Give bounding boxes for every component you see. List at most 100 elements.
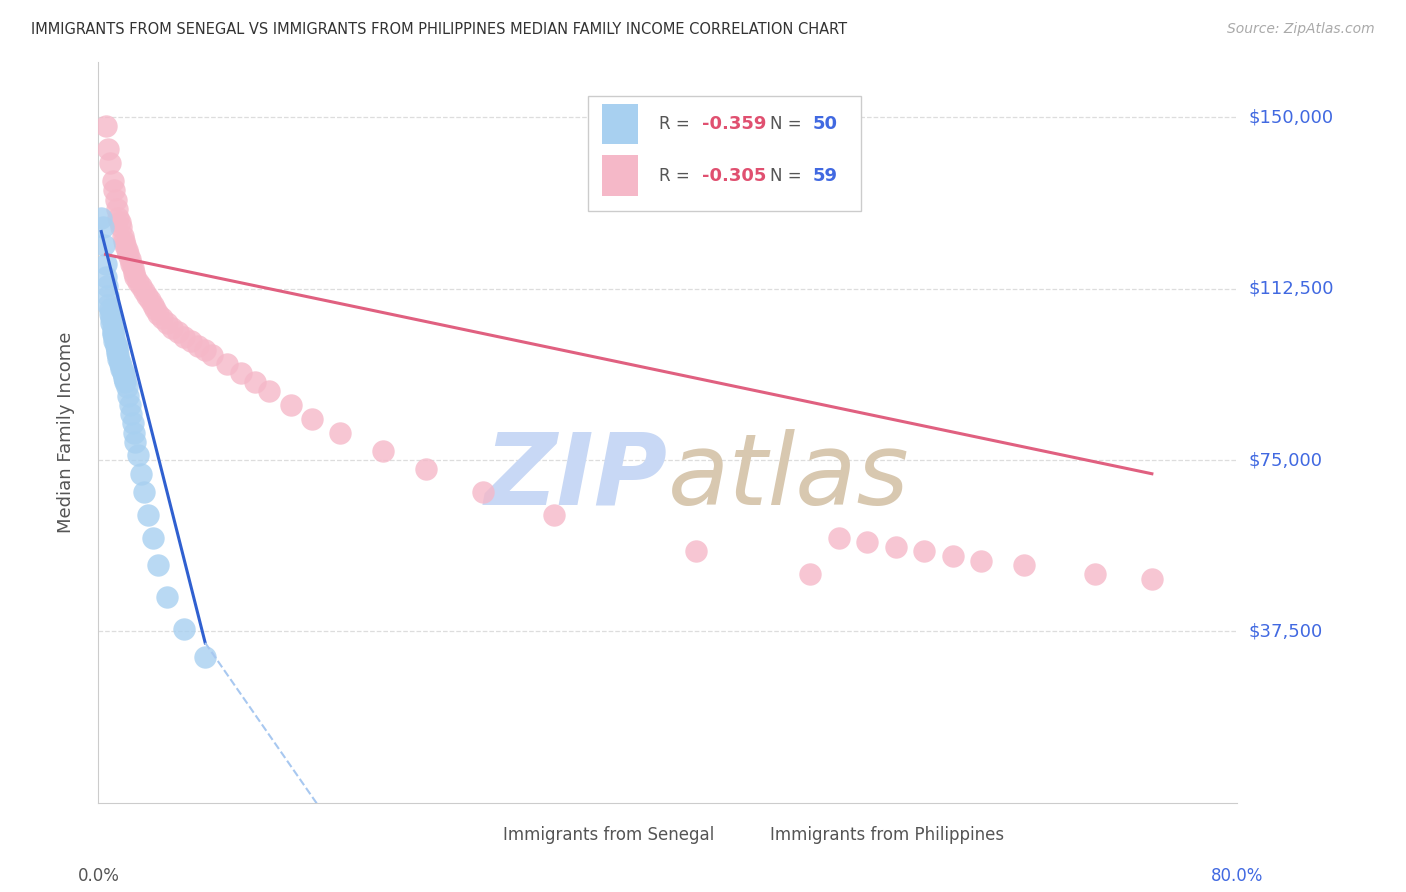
Point [107, 352, 129, 367]
Point [156, 316, 179, 330]
Point [117, 389, 139, 403]
Point [329, 425, 352, 440]
Point [103, 329, 125, 343]
Point [148, 307, 170, 321]
Point [98, 307, 121, 321]
Point [187, 339, 209, 353]
Point [114, 238, 136, 252]
Point [108, 355, 131, 369]
Point [138, 293, 160, 307]
Point [101, 320, 124, 334]
Point [108, 215, 131, 229]
FancyBboxPatch shape [463, 820, 495, 851]
Point [942, 549, 965, 563]
Point [229, 366, 252, 380]
Point [100, 316, 122, 330]
Point [101, 174, 124, 188]
Point [120, 256, 142, 270]
Point [243, 376, 266, 390]
Point [91, 219, 114, 234]
Point [127, 449, 149, 463]
Point [104, 339, 127, 353]
Text: Immigrants from Senegal: Immigrants from Senegal [503, 826, 714, 844]
Point [685, 544, 707, 558]
Point [301, 412, 323, 426]
Point [124, 270, 146, 285]
Point [94, 256, 117, 270]
Point [110, 361, 132, 376]
Text: -0.359: -0.359 [702, 115, 766, 133]
Point [162, 320, 184, 334]
Point [114, 373, 136, 387]
Point [94, 270, 117, 285]
Point [96, 279, 118, 293]
Text: atlas: atlas [668, 428, 910, 525]
Text: 50: 50 [813, 115, 838, 133]
Point [145, 302, 167, 317]
Text: N =: N = [770, 167, 807, 185]
Point [132, 284, 155, 298]
Point [107, 348, 129, 362]
Point [107, 211, 129, 225]
Point [105, 345, 128, 359]
Text: $150,000: $150,000 [1249, 108, 1333, 127]
FancyBboxPatch shape [731, 820, 762, 851]
Point [1140, 572, 1163, 586]
Point [100, 311, 122, 326]
Point [101, 325, 124, 339]
Point [120, 408, 142, 422]
Point [97, 298, 120, 312]
Point [112, 368, 135, 383]
Point [98, 302, 121, 317]
Point [970, 553, 993, 567]
Text: 59: 59 [813, 167, 838, 185]
Point [105, 343, 128, 358]
Point [121, 261, 143, 276]
Point [912, 544, 935, 558]
Point [104, 336, 127, 351]
Point [148, 558, 170, 573]
Point [121, 417, 143, 431]
Text: Immigrants from Philippines: Immigrants from Philippines [770, 826, 1004, 844]
Point [114, 376, 136, 390]
Point [167, 325, 190, 339]
Point [173, 329, 195, 343]
Text: R =: R = [659, 167, 695, 185]
Point [124, 434, 146, 449]
Point [103, 183, 125, 197]
Point [215, 357, 238, 371]
Point [115, 243, 138, 257]
Text: -0.305: -0.305 [702, 167, 766, 185]
Point [201, 348, 224, 362]
Point [94, 120, 117, 134]
Point [180, 334, 202, 349]
Point [799, 567, 821, 582]
Text: ZIP: ZIP [485, 428, 668, 525]
Text: 80.0%: 80.0% [1211, 867, 1264, 885]
Point [156, 590, 179, 604]
Point [141, 531, 163, 545]
Point [135, 288, 157, 302]
Point [97, 288, 120, 302]
Text: 0.0%: 0.0% [77, 867, 120, 885]
Point [104, 193, 127, 207]
Point [118, 398, 141, 412]
Point [259, 384, 281, 399]
Point [1084, 567, 1107, 582]
Point [108, 357, 131, 371]
Point [90, 211, 112, 225]
Point [98, 156, 121, 170]
Point [129, 467, 152, 481]
Point [97, 142, 120, 156]
Point [173, 622, 195, 636]
Point [1012, 558, 1035, 573]
Point [110, 359, 132, 374]
Text: $112,500: $112,500 [1249, 280, 1334, 298]
Point [105, 202, 128, 216]
Point [828, 531, 851, 545]
Point [127, 275, 149, 289]
Point [111, 366, 134, 380]
Point [471, 485, 494, 500]
Point [152, 311, 174, 326]
Point [105, 341, 128, 355]
